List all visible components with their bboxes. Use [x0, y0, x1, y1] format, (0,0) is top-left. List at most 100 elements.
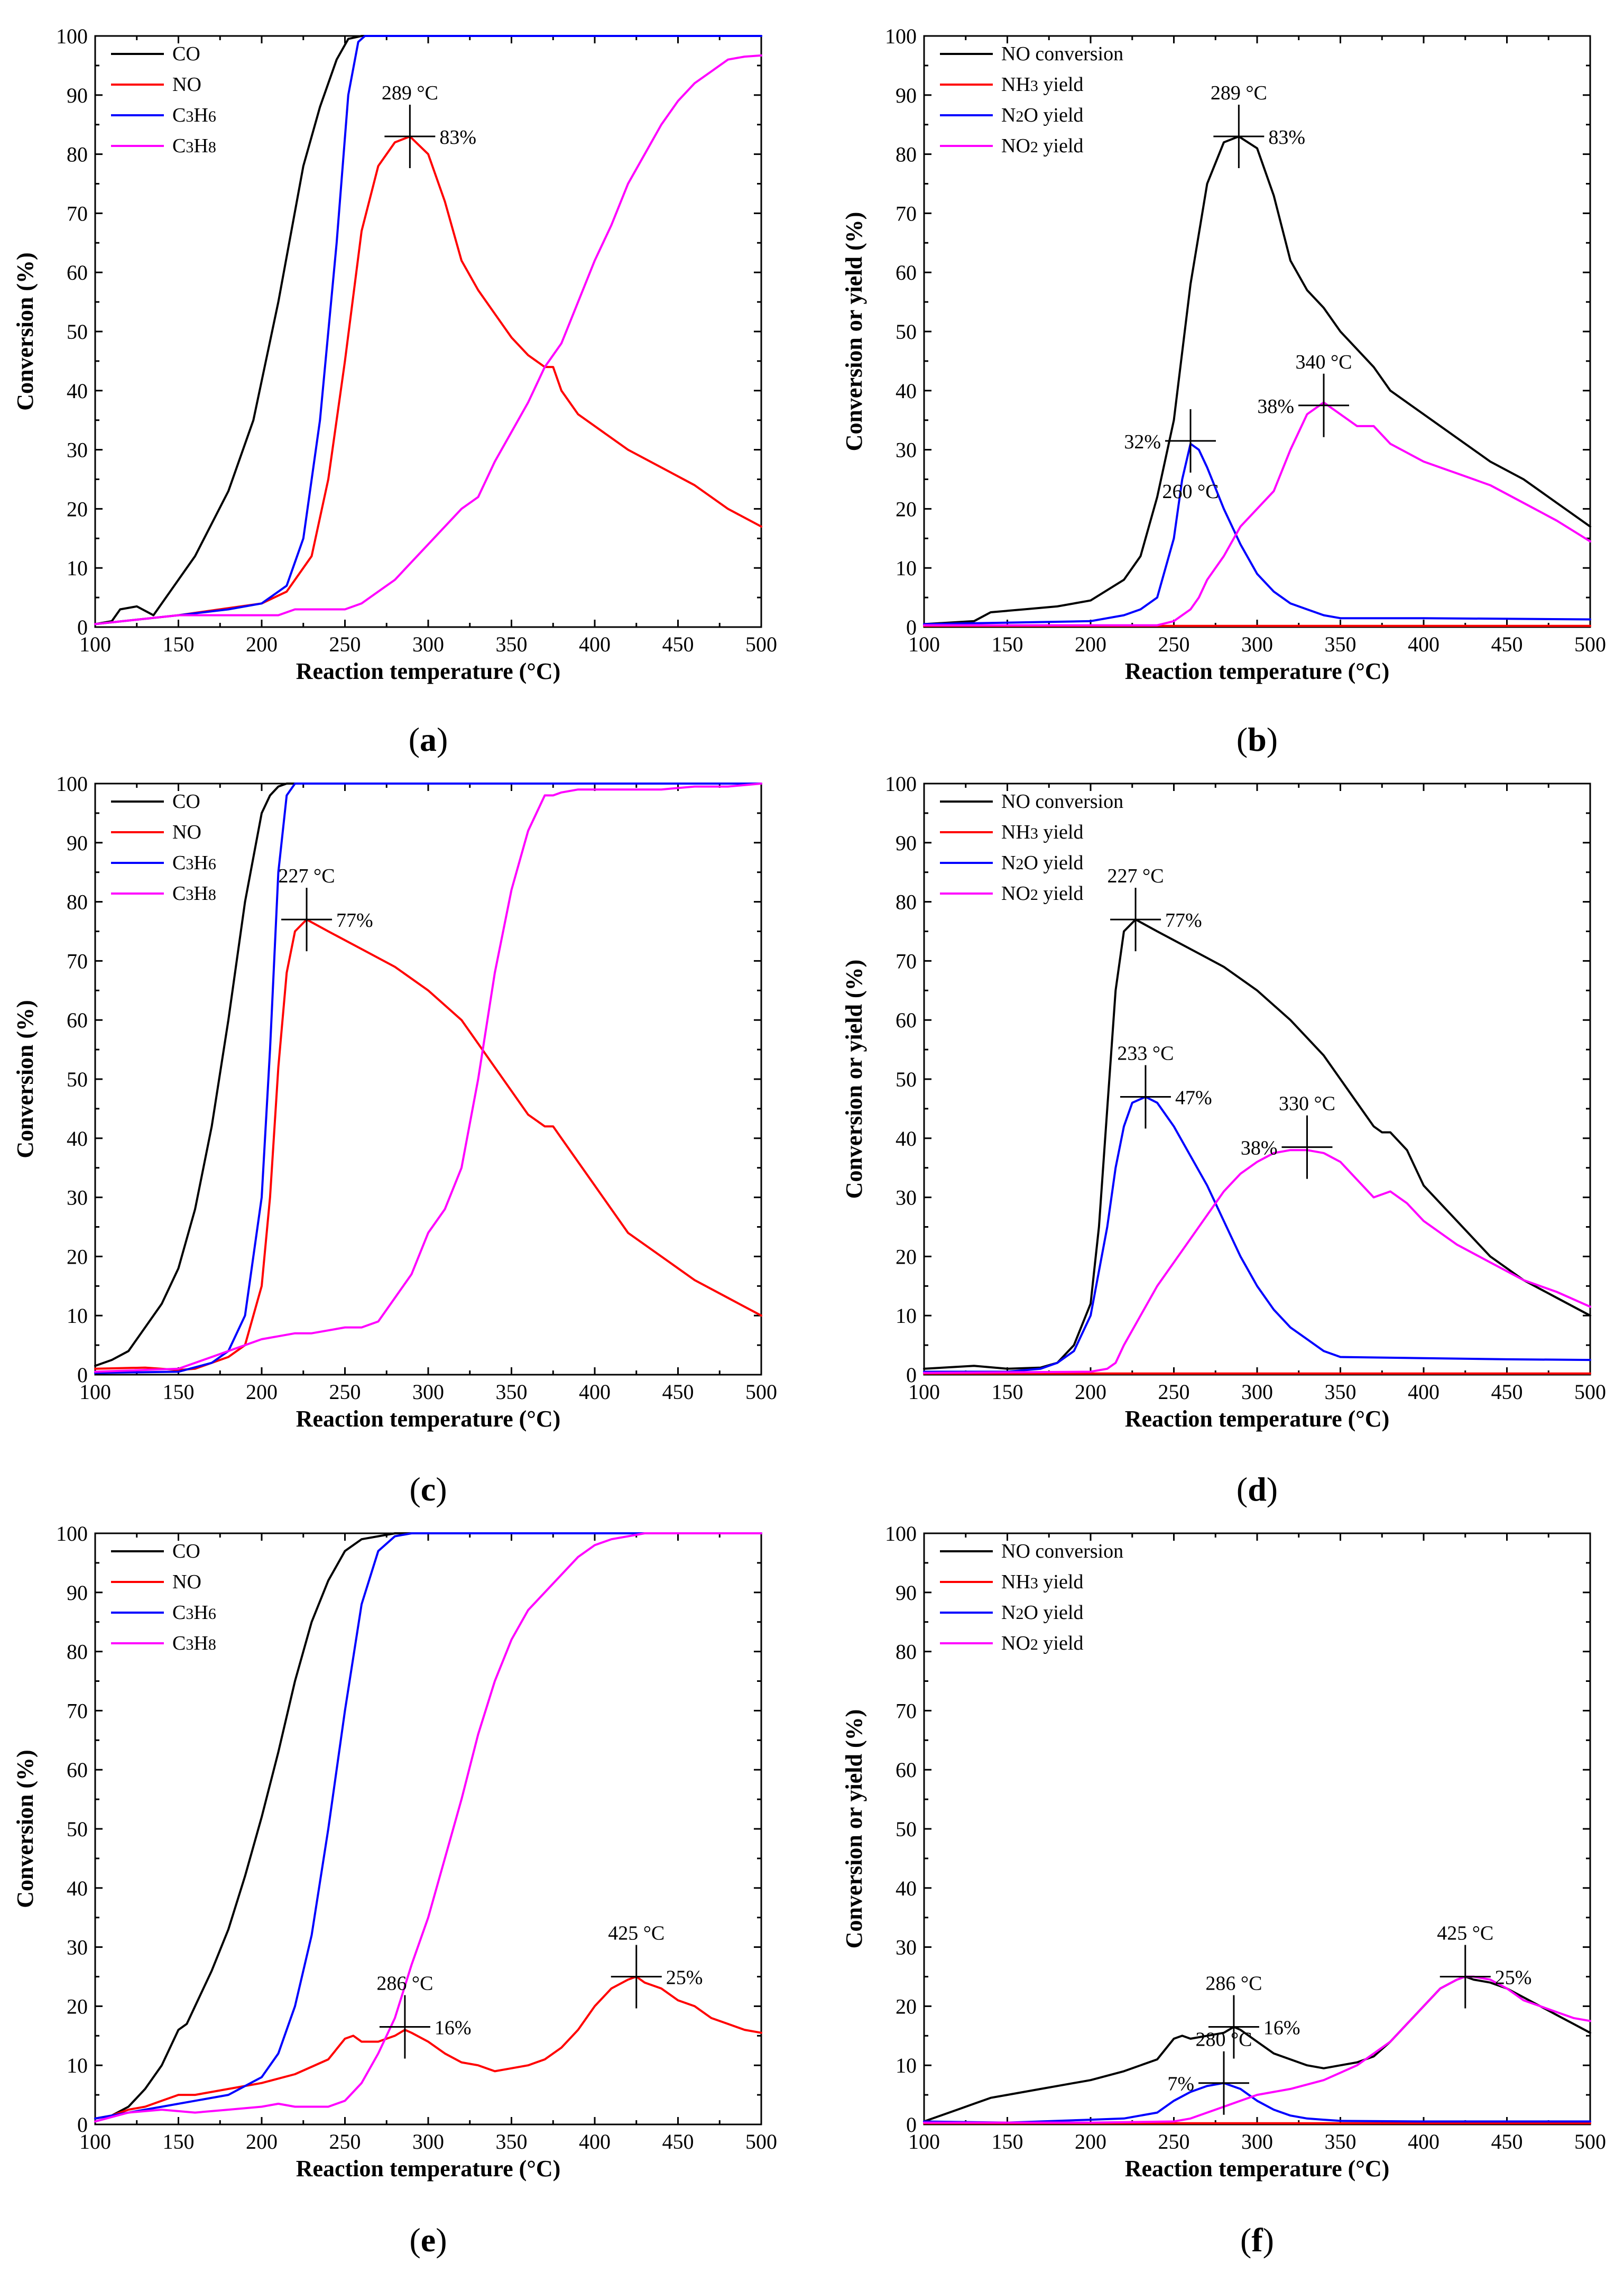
y-tick-label: 100: [885, 1522, 917, 1545]
annotation-temperature: 286 °C: [376, 1973, 433, 1995]
legend-label: NO2 yield: [1001, 135, 1083, 157]
legend-label: NH3 yield: [1001, 1571, 1083, 1593]
x-tick-label: 400: [1408, 632, 1440, 656]
x-tick-label: 350: [1325, 2130, 1357, 2154]
series-line-no2-yield: [923, 1149, 1591, 1374]
y-tick-label: 20: [896, 1994, 917, 2018]
annotation-temperature: 289 °C: [382, 82, 438, 104]
x-axis-title: Reaction temperature (°C): [1125, 1406, 1390, 1432]
y-tick-label: 0: [77, 615, 88, 639]
y-tick-label: 90: [67, 84, 88, 107]
x-tick-label: 250: [1158, 632, 1190, 656]
x-tick-label: 150: [163, 2130, 195, 2154]
x-tick-label: 300: [412, 2130, 444, 2154]
y-tick-label: 70: [896, 201, 917, 225]
y-tick-label: 50: [67, 1068, 88, 1091]
legend-label: NO conversion: [1001, 790, 1123, 813]
x-tick-label: 100: [908, 1380, 940, 1404]
y-tick-label: 40: [67, 1127, 88, 1151]
x-tick-label: 100: [908, 2130, 940, 2154]
y-tick-label: 0: [77, 2113, 88, 2137]
panel-label: (d): [1237, 1470, 1278, 1508]
x-tick-label: 450: [1491, 632, 1523, 656]
annotation-temperature: 425 °C: [1437, 1922, 1493, 1945]
x-tick-label: 400: [579, 1380, 611, 1404]
y-tick-label: 50: [896, 320, 917, 344]
x-tick-label: 400: [579, 2130, 611, 2154]
series-line-co: [94, 1532, 762, 2120]
y-tick-label: 40: [67, 379, 88, 403]
legend-label: CO: [172, 1540, 200, 1562]
legend-label: CO: [172, 43, 200, 65]
y-tick-label: 50: [896, 1068, 917, 1091]
x-axis-title: Reaction temperature (°C): [1125, 658, 1390, 684]
panel-label: (e): [409, 2221, 447, 2259]
x-axis-title: Reaction temperature (°C): [296, 2156, 561, 2182]
annotation-value: 83%: [439, 126, 476, 149]
legend-label: NO conversion: [1001, 43, 1123, 65]
x-axis-title: Reaction temperature (°C): [296, 658, 561, 684]
x-tick-label: 300: [1241, 632, 1273, 656]
series-line-n2o-yield: [923, 2082, 1591, 2124]
annotation-temperature: 340 °C: [1295, 351, 1352, 373]
y-tick-label: 20: [67, 497, 88, 521]
x-tick-label: 450: [1491, 2130, 1523, 2154]
series-line-c3h8: [94, 54, 762, 625]
x-tick-label: 100: [79, 2130, 111, 2154]
x-tick-label: 500: [745, 632, 777, 656]
annotation-value: 25%: [666, 1967, 703, 1989]
y-tick-label: 30: [896, 1186, 917, 1210]
y-tick-label: 70: [67, 949, 88, 973]
x-tick-label: 250: [329, 2130, 361, 2154]
x-tick-label: 200: [246, 632, 278, 656]
y-tick-label: 40: [67, 1876, 88, 1900]
series-line-co: [94, 783, 762, 1367]
annotation-temperature: 227 °C: [1108, 865, 1164, 887]
y-tick-label: 30: [896, 438, 917, 462]
y-tick-label: 70: [896, 1699, 917, 1723]
x-tick-label: 450: [662, 632, 694, 656]
series-line-c3h6: [94, 1532, 762, 2120]
x-tick-label: 100: [79, 1380, 111, 1404]
x-tick-label: 400: [579, 632, 611, 656]
chart-panel-b: 100 150 200 250 300 350 400 450 500 0 10 20 30 40 50 60…: [841, 24, 1606, 758]
x-tick-label: 350: [496, 2130, 528, 2154]
x-tick-label: 450: [662, 1380, 694, 1404]
legend-label: C3H6: [172, 852, 216, 874]
legend-label: NO: [172, 821, 201, 843]
y-tick-label: 80: [896, 143, 917, 167]
annotation-temperature: 289 °C: [1211, 82, 1267, 104]
annotation-temperature: 286 °C: [1205, 1973, 1262, 1995]
y-axis-title: Conversion (%): [12, 1750, 38, 1908]
legend-label: N2O yield: [1001, 1602, 1083, 1624]
x-tick-label: 300: [1241, 2130, 1273, 2154]
x-tick-label: 200: [246, 2130, 278, 2154]
y-tick-label: 30: [896, 1936, 917, 1959]
chart-panel-c: 100 150 200 250 300 350 400 450 500 0 10 20 30 40 50 60…: [12, 772, 777, 1508]
series-line-c3h8: [94, 783, 762, 1373]
annotation-temperature: 233 °C: [1117, 1043, 1174, 1065]
annotation-temperature: 227 °C: [279, 865, 335, 887]
y-axis-title: Conversion (%): [12, 1000, 38, 1158]
x-tick-label: 400: [1408, 1380, 1440, 1404]
x-tick-label: 250: [1158, 2130, 1190, 2154]
legend-label: NO2 yield: [1001, 882, 1083, 905]
y-tick-label: 80: [896, 1640, 917, 1664]
x-axis-title: Reaction temperature (°C): [1125, 2156, 1390, 2182]
x-tick-label: 400: [1408, 2130, 1440, 2154]
legend-label: NO2 yield: [1001, 1632, 1083, 1654]
x-tick-label: 300: [412, 1380, 444, 1404]
panel-label: (a): [409, 721, 448, 758]
panel-label: (f): [1240, 2221, 1274, 2259]
legend-label: N2O yield: [1001, 104, 1083, 126]
y-tick-label: 40: [896, 1876, 917, 1900]
series-line-no2-yield: [923, 401, 1591, 627]
y-tick-label: 20: [896, 497, 917, 521]
annotation-value: 38%: [1257, 395, 1294, 418]
x-tick-label: 150: [992, 1380, 1023, 1404]
legend-label: N2O yield: [1001, 852, 1083, 874]
panel-label: (b): [1237, 721, 1278, 758]
y-tick-label: 90: [896, 84, 917, 107]
annotation-value: 32%: [1124, 431, 1161, 453]
